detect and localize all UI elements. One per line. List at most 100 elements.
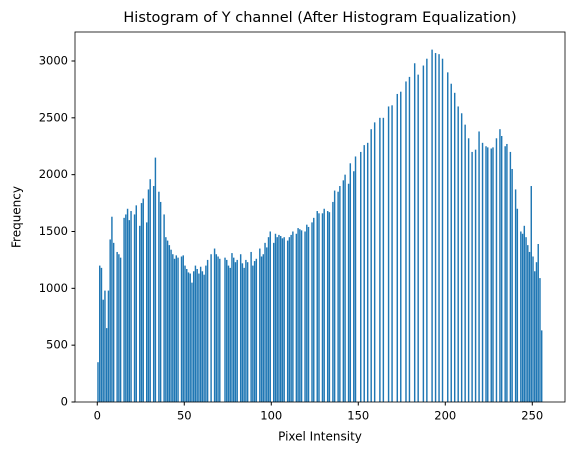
- bar: [313, 217, 315, 402]
- bar: [173, 258, 176, 402]
- bar: [450, 83, 452, 402]
- bar: [226, 259, 228, 402]
- bar: [219, 258, 221, 402]
- bar: [353, 171, 355, 402]
- bar: [514, 189, 517, 402]
- bar: [231, 253, 233, 402]
- bar: [511, 168, 513, 402]
- bar: [259, 248, 261, 402]
- bar: [276, 237, 278, 402]
- bar: [109, 239, 111, 402]
- bar: [232, 257, 235, 402]
- x-tick-label: 0: [94, 409, 101, 423]
- bar: [199, 266, 202, 402]
- bar: [147, 189, 150, 402]
- bar: [201, 271, 204, 402]
- bar: [396, 93, 399, 403]
- x-axis-label: Pixel Intensity: [278, 430, 362, 444]
- bar: [236, 259, 238, 402]
- bar: [464, 124, 466, 402]
- bar: [318, 213, 320, 402]
- bar: [354, 156, 357, 402]
- bar: [532, 256, 534, 402]
- bar: [205, 265, 207, 402]
- bar: [168, 245, 171, 402]
- bar: [321, 213, 324, 402]
- bar: [328, 212, 331, 402]
- bar: [453, 92, 456, 402]
- bar: [487, 147, 489, 402]
- y-tick-label: 2000: [39, 167, 68, 181]
- bar: [266, 247, 268, 402]
- bar: [387, 106, 390, 402]
- bar: [126, 208, 129, 402]
- bar: [154, 157, 157, 402]
- bar: [311, 222, 313, 402]
- bar: [105, 328, 108, 402]
- bar: [540, 330, 543, 402]
- bar: [149, 179, 151, 402]
- y-tick-label: 1000: [39, 281, 68, 295]
- bar: [490, 148, 492, 402]
- bar: [382, 117, 385, 403]
- bar: [119, 257, 122, 402]
- bar: [299, 229, 301, 402]
- bar: [255, 258, 258, 402]
- bar: [523, 225, 526, 402]
- bar: [281, 238, 284, 402]
- bar: [213, 248, 216, 402]
- bar: [100, 267, 103, 402]
- bar: [191, 282, 193, 402]
- bar: [111, 216, 113, 402]
- bar: [537, 243, 539, 402]
- bar: [125, 214, 127, 402]
- bar: [186, 269, 188, 402]
- bar: [478, 131, 480, 402]
- bar: [499, 129, 501, 402]
- bar: [192, 271, 195, 402]
- bar: [521, 233, 524, 402]
- bar: [224, 257, 226, 402]
- bar: [104, 290, 106, 402]
- bar: [300, 230, 303, 402]
- bar: [239, 254, 242, 402]
- bar: [366, 142, 369, 402]
- bar: [391, 105, 393, 403]
- bar: [290, 234, 292, 402]
- bar: [184, 265, 186, 402]
- bar: [363, 145, 365, 403]
- bar: [306, 224, 308, 402]
- bar: [530, 186, 532, 402]
- bar: [500, 136, 503, 402]
- y-tick-label: 2500: [39, 110, 68, 124]
- bar: [297, 228, 299, 402]
- bar: [323, 208, 325, 402]
- bar: [123, 217, 125, 402]
- bar: [159, 201, 162, 402]
- bar: [405, 81, 407, 402]
- bar: [194, 265, 197, 402]
- bar: [210, 254, 212, 402]
- bar: [370, 129, 372, 402]
- bar: [495, 138, 498, 402]
- bar: [243, 267, 245, 402]
- bar: [467, 138, 470, 402]
- bar: [99, 265, 101, 402]
- bar: [400, 91, 402, 402]
- bar: [241, 263, 244, 402]
- bar: [217, 256, 219, 402]
- bar: [492, 147, 494, 402]
- bar: [509, 151, 512, 402]
- bar: [102, 299, 104, 402]
- bar: [180, 256, 183, 402]
- bar: [112, 242, 115, 402]
- bar: [133, 214, 136, 402]
- bar: [269, 231, 271, 402]
- bar: [107, 290, 110, 402]
- bar: [182, 255, 184, 402]
- bar: [234, 262, 237, 402]
- bar: [264, 242, 266, 402]
- bar: [520, 231, 522, 402]
- bar: [373, 122, 376, 403]
- bar: [438, 54, 440, 403]
